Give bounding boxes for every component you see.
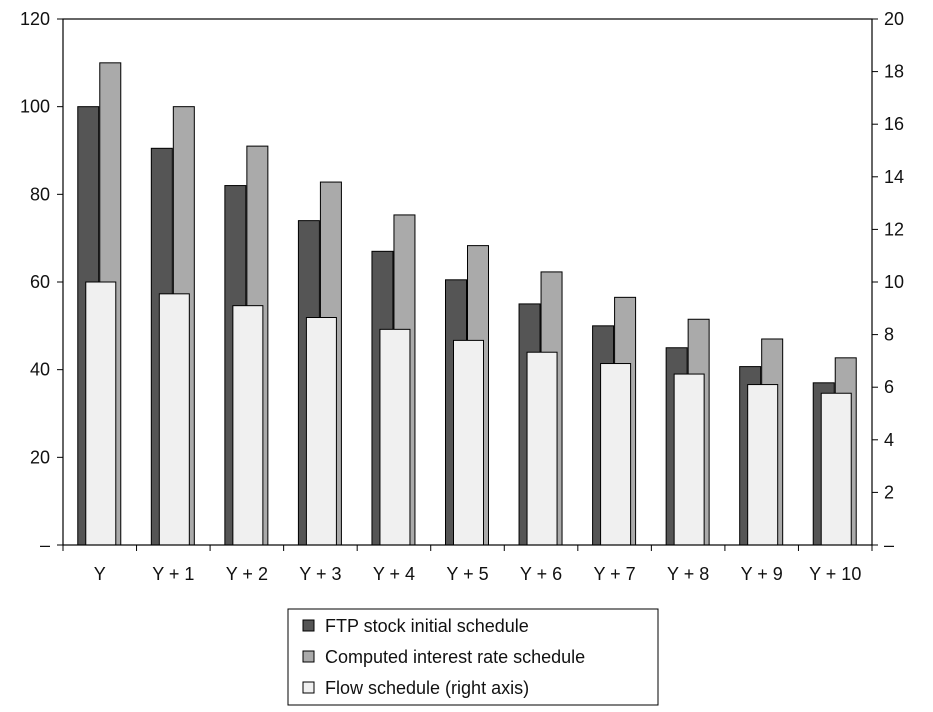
x-tick-label: Y + 8 (667, 564, 709, 584)
bars-group (77, 62, 857, 546)
right-tick-label: 4 (884, 430, 894, 450)
axes-group (57, 18, 878, 551)
bar-flow-schedule (820, 392, 852, 546)
left-tick-label: 60 (30, 272, 50, 292)
x-tick-label: Y + 3 (299, 564, 341, 584)
right-tick-label: 18 (884, 62, 904, 82)
left-tick-label: 80 (30, 184, 50, 204)
right-tick-label: 12 (884, 219, 904, 239)
bar-flow-schedule (232, 305, 264, 546)
bar-flow-schedule (673, 373, 705, 546)
legend-box (287, 608, 659, 706)
legend-swatch (302, 681, 315, 694)
x-tick-label: Y + 4 (373, 564, 415, 584)
right-tick-label: – (884, 535, 894, 555)
bar-flow-schedule (305, 317, 337, 546)
legend-label: Flow schedule (right axis) (325, 678, 529, 698)
legend-label: Computed interest rate schedule (325, 647, 585, 667)
right-tick-label: 20 (884, 9, 904, 29)
right-tick-label: 10 (884, 272, 904, 292)
bar-flow-schedule (379, 328, 411, 546)
x-tick-label: Y (94, 564, 106, 584)
bar-flow-schedule (600, 363, 632, 546)
x-tick-label: Y + 10 (809, 564, 861, 584)
legend-label: FTP stock initial schedule (325, 616, 529, 636)
right-tick-label: 14 (884, 167, 904, 187)
right-tick-label: 2 (884, 482, 894, 502)
left-tick-label: 20 (30, 447, 50, 467)
x-tick-label: Y + 5 (446, 564, 488, 584)
right-tick-label: 6 (884, 377, 894, 397)
bar-flow-schedule (526, 351, 558, 546)
left-tick-label: 120 (20, 9, 50, 29)
bar-flow-schedule (85, 281, 117, 546)
left-tick-label: 100 (20, 97, 50, 117)
right-tick-label: 16 (884, 114, 904, 134)
bar-flow-schedule (158, 293, 190, 546)
x-tick-label: Y + 2 (226, 564, 268, 584)
bar-flow-schedule (453, 339, 484, 546)
x-tick-label: Y + 7 (593, 564, 635, 584)
left-tick-label: – (40, 535, 50, 555)
x-tick-label: Y + 1 (152, 564, 194, 584)
right-tick-label: 8 (884, 325, 894, 345)
x-tick-label: Y + 6 (520, 564, 562, 584)
bar-flow-schedule (747, 384, 779, 546)
x-tick-label: Y + 9 (741, 564, 783, 584)
legend-swatch (302, 650, 315, 663)
legend: FTP stock initial schedule Computed inter… (287, 608, 659, 706)
left-tick-label: 40 (30, 360, 50, 380)
labels-group: Y Y + 1 Y + 2 Y + 3 Y + 4 Y + 5 Y + 6 Y + 7 Y + … (20, 9, 904, 584)
legend-swatch (302, 619, 315, 632)
